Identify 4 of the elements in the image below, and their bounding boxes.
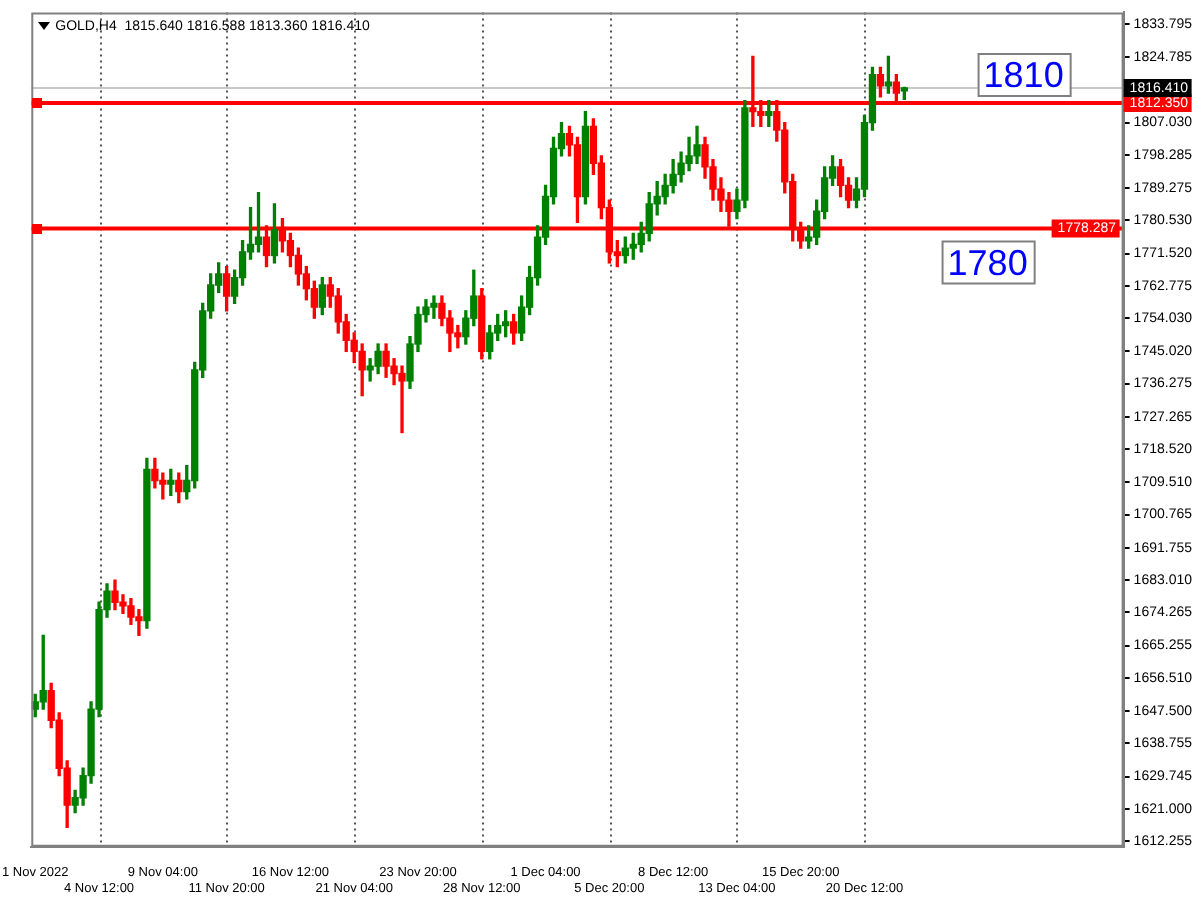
annotation: 1780 xyxy=(947,242,1028,283)
candlestick xyxy=(398,365,406,434)
annotation: 1810 xyxy=(983,54,1064,95)
candlestick xyxy=(430,295,438,319)
